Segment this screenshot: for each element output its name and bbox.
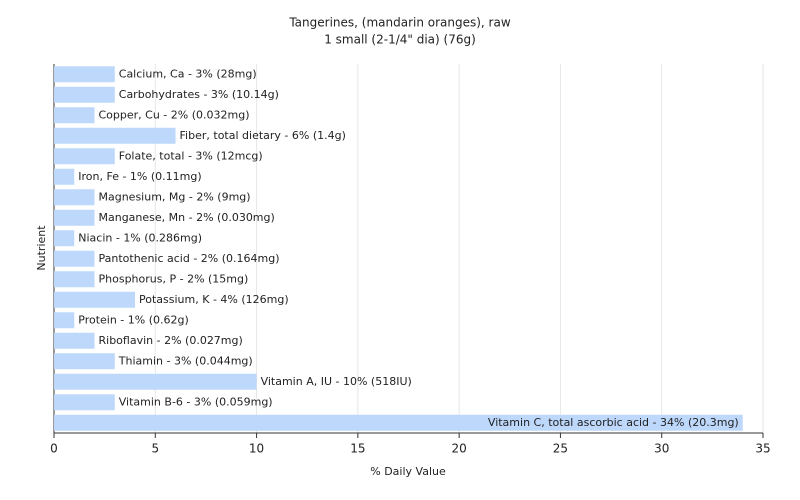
value-label: Potassium, K - 4% (126mg) (139, 293, 289, 306)
value-label: Iron, Fe - 1% (0.11mg) (78, 170, 201, 183)
value-label: Fiber, total dietary - 6% (1.4g) (180, 129, 346, 142)
value-label: Copper, Cu - 2% (0.032mg) (99, 108, 250, 121)
chart-title: Tangerines, (mandarin oranges), raw (288, 16, 511, 30)
x-tick-label: 30 (654, 442, 669, 456)
bar (54, 250, 95, 267)
value-label: Calcium, Ca - 3% (28mg) (119, 67, 257, 80)
x-axis-label: % Daily Value (370, 465, 446, 478)
bar (54, 168, 75, 185)
bar (54, 353, 115, 370)
bar (54, 230, 75, 247)
value-label: Protein - 1% (0.62g) (78, 313, 189, 326)
value-label: Vitamin A, IU - 10% (518IU) (261, 375, 412, 388)
value-label: Vitamin B-6 - 3% (0.059mg) (119, 395, 273, 408)
x-tick-label: 35 (755, 442, 770, 456)
x-tick-label: 25 (553, 442, 568, 456)
x-tick-label: 10 (249, 442, 264, 456)
value-label: Vitamin C, total ascorbic acid - 34% (20… (488, 416, 739, 429)
value-label: Pantothenic acid - 2% (0.164mg) (99, 252, 280, 265)
bar (54, 312, 75, 329)
bar (54, 332, 95, 349)
bar (54, 189, 95, 206)
value-label: Phosphorus, P - 2% (15mg) (99, 272, 249, 285)
x-tick-label: 0 (50, 442, 58, 456)
value-label: Manganese, Mn - 2% (0.030mg) (99, 211, 275, 224)
bar (54, 209, 95, 226)
value-label: Thiamin - 3% (0.044mg) (118, 354, 253, 367)
bar (54, 148, 115, 165)
x-tick-label: 5 (151, 442, 159, 456)
value-label: Folate, total - 3% (12mcg) (119, 149, 263, 162)
value-label: Niacin - 1% (0.286mg) (78, 231, 202, 244)
y-axis-label: Nutrient (35, 225, 48, 271)
bar (54, 86, 115, 103)
value-label: Riboflavin - 2% (0.027mg) (99, 334, 243, 347)
x-tick-label: 20 (452, 442, 467, 456)
bar (54, 107, 95, 124)
bar (54, 271, 95, 288)
value-label: Magnesium, Mg - 2% (9mg) (99, 190, 251, 203)
value-label: Carbohydrates - 3% (10.14g) (119, 88, 279, 101)
bar (54, 373, 257, 390)
bar (54, 127, 176, 144)
chart-subtitle: 1 small (2-1/4" dia) (76g) (324, 33, 476, 47)
bar (54, 291, 136, 308)
bar (54, 414, 743, 431)
bar (54, 394, 115, 411)
x-tick-label: 15 (350, 442, 365, 456)
bar (54, 66, 115, 83)
